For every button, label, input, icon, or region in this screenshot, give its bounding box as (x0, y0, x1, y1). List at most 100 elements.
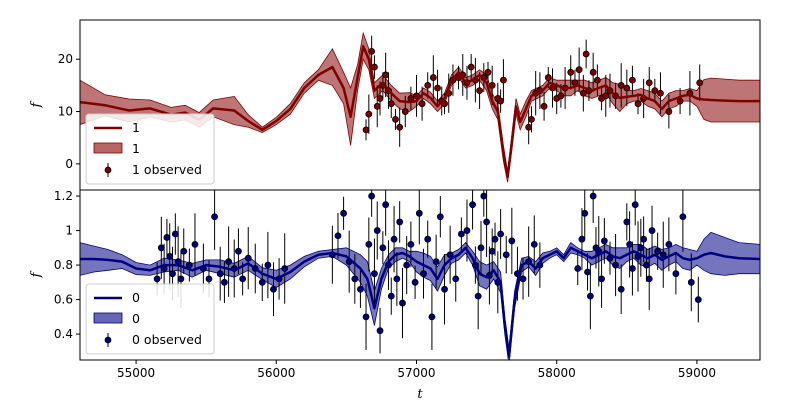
top-observed-point (582, 39, 590, 69)
top-legend-box (85, 113, 215, 185)
bottom-observed-marker (600, 237, 608, 245)
top-observed-point (424, 72, 432, 99)
bottom-observed-marker (480, 192, 488, 200)
bottom-observed-marker (574, 265, 582, 272)
bottom-observed-marker (488, 247, 496, 255)
top-observed-marker (368, 47, 376, 55)
bottom-observed-marker (679, 213, 687, 221)
top-observed-marker (418, 100, 426, 108)
bottom-observed-marker (171, 230, 179, 238)
bottom-observed-marker (672, 270, 680, 278)
bottom-observed-marker (474, 292, 482, 300)
top-observed-marker (525, 123, 533, 131)
bottom-observed-point (371, 238, 378, 309)
bottom-observed-point (393, 251, 401, 306)
bottom-model-curve (80, 246, 760, 358)
bottom-x-tick-label: 58000 (538, 366, 576, 380)
bottom-observed-marker (694, 296, 702, 303)
bottom-observed-point (631, 190, 639, 226)
bottom-observed-marker (264, 261, 272, 269)
top-legend-line-label: 1 (132, 120, 140, 135)
bottom-y-tick-label: 1.2 (54, 189, 73, 203)
bottom-observed-point (407, 221, 415, 268)
top-observed-marker (373, 102, 381, 110)
bottom-y-axis-label: f (29, 270, 44, 278)
bottom-observed-point (340, 196, 347, 230)
top-y-ticks: 0 10 20 (58, 52, 80, 171)
bottom-observed-marker (163, 234, 171, 241)
top-observed-marker (657, 89, 664, 97)
bottom-observed-marker (365, 240, 373, 248)
bottom-observed-point (530, 215, 538, 274)
top-observed-point (634, 93, 642, 115)
bottom-legend-box (85, 283, 215, 355)
bottom-observed-marker (211, 213, 218, 221)
bottom-observed-marker (477, 244, 485, 252)
bottom-observed-marker (415, 209, 423, 217)
bottom-observed-marker (258, 278, 266, 286)
bottom-observed-marker (643, 261, 650, 269)
bottom-observed-marker (446, 251, 454, 259)
top-observed-point (623, 69, 631, 107)
top-observed-marker (484, 68, 492, 76)
bottom-observed-marker (623, 218, 631, 226)
bottom-observed-marker (457, 230, 465, 238)
top-observed-marker (634, 100, 642, 108)
bottom-observed-marker (362, 313, 370, 321)
bottom-y-tick-label: 0.8 (54, 258, 73, 272)
bottom-observed-marker (584, 268, 591, 276)
top-observed-point (557, 84, 565, 108)
bottom-observed-marker (469, 201, 476, 209)
bottom-observed-point (502, 236, 510, 274)
bottom-observed-marker (216, 270, 224, 278)
bottom-observed-point (244, 227, 252, 290)
bottom-legend-marker-swatch (104, 336, 112, 344)
top-y-tick-label: 10 (58, 105, 73, 119)
bottom-observed-point (258, 263, 266, 301)
bottom-observed-point (474, 263, 482, 330)
top-observed-marker (396, 123, 404, 131)
top-observed-point (484, 61, 492, 83)
top-observed-marker (602, 92, 610, 100)
top-observed-marker (392, 115, 399, 123)
bottom-observed-point (216, 246, 224, 301)
top-legend: 1 1 1 observed (85, 113, 215, 185)
bottom-legend-observed-label: 0 observed (132, 332, 202, 347)
bottom-observed-point (436, 196, 444, 238)
bottom-observed-point (424, 220, 432, 258)
bottom-observed-point (235, 228, 242, 275)
top-observed-marker (387, 100, 395, 108)
bottom-observed-point (362, 283, 370, 350)
top-observed-marker (467, 63, 475, 71)
bottom-observed-marker (659, 251, 667, 259)
bottom-x-tick-label: 57000 (397, 366, 435, 380)
bottom-observed-marker (153, 275, 161, 283)
top-observed-point (500, 59, 507, 102)
bottom-observed-marker (281, 265, 289, 272)
bottom-observed-marker (519, 275, 527, 283)
bottom-observed-marker (407, 240, 415, 248)
bottom-observed-marker (645, 275, 653, 283)
top-observed-point (589, 52, 597, 92)
bottom-observed-point (163, 218, 171, 257)
bottom-observed-point (376, 307, 384, 354)
bottom-observed-marker (368, 192, 376, 200)
top-observed-marker (567, 68, 575, 76)
top-observed-marker (593, 76, 601, 84)
top-observed-point (549, 68, 556, 108)
bottom-legend-band-label: 0 (132, 311, 140, 326)
top-observed-point (567, 55, 575, 90)
top-observed-marker (575, 66, 583, 74)
bottom-observed-marker (441, 285, 448, 293)
bottom-observed-point (672, 252, 680, 295)
top-observed-point (575, 47, 583, 92)
bottom-observed-point (629, 241, 636, 296)
bottom-axes-frame (79, 189, 761, 361)
bottom-observed-marker (382, 201, 390, 209)
bottom-observed-point (399, 267, 406, 339)
bottom-legend-band-swatch (93, 312, 123, 324)
bottom-observed-point (428, 283, 436, 350)
bottom-observed-point (574, 251, 582, 286)
bottom-observed-marker (403, 261, 411, 269)
top-observed-point (467, 54, 475, 81)
